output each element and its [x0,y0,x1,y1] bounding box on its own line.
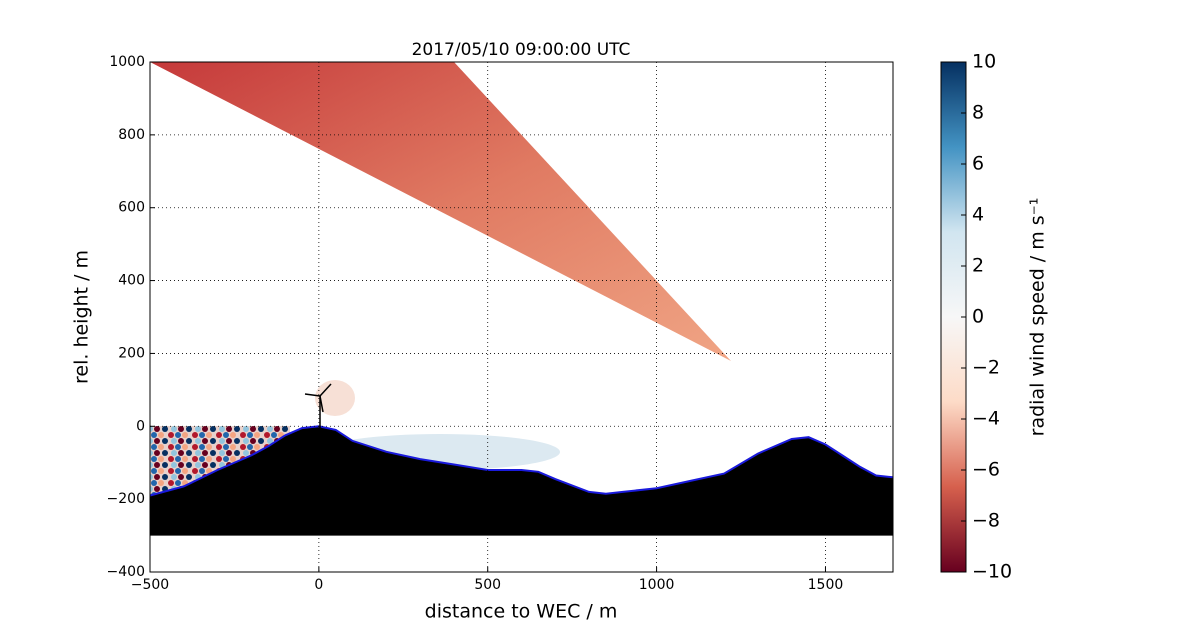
colorbar-tick-label: −4 [972,408,1000,430]
colorbar-tick-label: −10 [972,561,1012,583]
y-tick-label: 200 [118,345,145,361]
colorbar-tick-label: 6 [972,153,984,175]
colorbar-tick-label: 0 [972,306,984,328]
axes: −500 0 500 1000 1500−400−2000200400600800100… [107,51,1013,594]
terrain-fill [150,426,893,536]
x-tick-label: 1000 [639,577,675,593]
colorbar-tick-label: 8 [972,102,984,124]
turbine-blade [319,383,332,397]
y-tick-label: 600 [118,200,145,216]
colorbar-tick-label: −2 [972,357,1000,379]
x-axis-label: distance to WEC / m [425,601,618,623]
colorbar-tick-label: 2 [972,255,984,277]
colorbar-tick-label: 4 [972,204,984,226]
y-tick-label: 800 [118,127,145,143]
turbine-blade [319,395,324,413]
colorbar-tick-label: −6 [972,459,1000,481]
y-tick-label: −400 [107,564,145,580]
x-tick-label: 0 [314,577,323,593]
scan-wedge [150,62,731,361]
plot-frame [149,61,894,573]
terrain-edge [149,425,894,497]
terrain [149,425,894,536]
y-tick-label: 1000 [109,54,145,70]
turbine-blade [304,393,321,397]
wake-region [315,380,355,416]
chart-title: 2017/05/10 09:00:00 UTC [412,40,631,60]
y-tick-label: −200 [107,491,145,507]
x-tick-label: 1500 [808,577,844,593]
x-tick-label: −500 [131,577,169,593]
colorbar-tick-label: 10 [972,51,996,73]
colorbar-tick-label: −8 [972,510,1000,532]
y-tick-label: 400 [118,273,145,289]
y-tick-label: 0 [136,418,145,434]
y-axis-label: rel. height / m [71,250,93,384]
colorbar-label: radial wind speed / m s⁻¹ [1027,198,1049,437]
turbine [304,383,332,428]
x-tick-label: 500 [474,577,501,593]
scan-field [150,62,731,496]
